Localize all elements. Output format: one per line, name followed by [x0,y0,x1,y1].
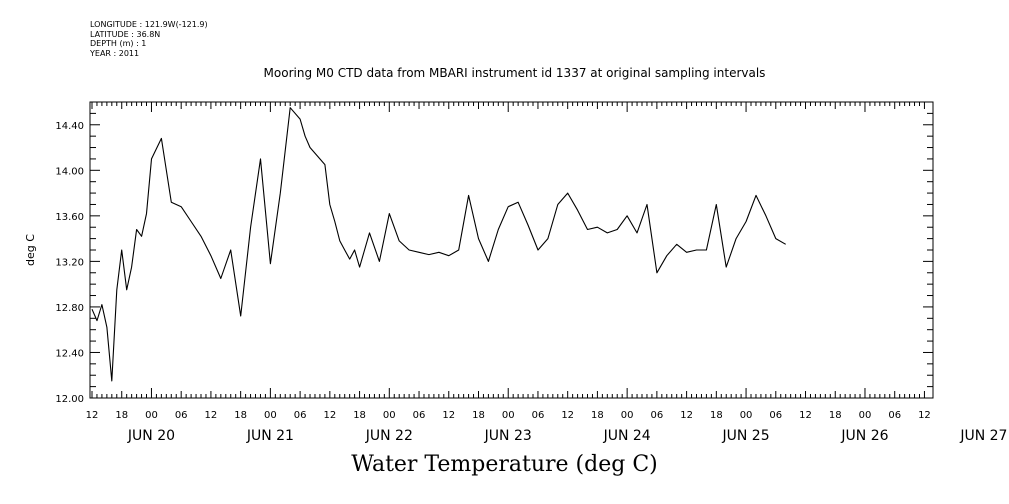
y-tick-labels: 12.00 12.40 12.80 13.20 13.60 14.00 14.40 [55,121,84,405]
x-day-label: JUN 26 [840,428,888,444]
x-hour-label: 06 [294,410,307,421]
y-tick-label: 14.40 [55,121,84,132]
chart-title: Mooring M0 CTD data from MBARI instrumen… [263,66,766,80]
x-hour-label: 18 [591,410,604,421]
y-tick-label: 14.00 [55,166,84,177]
x-day-label: JUN 23 [484,428,532,444]
x-hour-label: 00 [383,410,396,421]
x-hour-label: 06 [175,410,188,421]
depth-text: DEPTH (m) : 1 [90,39,147,48]
x-hour-label: 12 [918,410,931,421]
x-hour-label: 18 [829,410,842,421]
temperature-series-line [91,107,786,382]
x-hour-label: 12 [323,410,336,421]
plot-frame [89,101,934,399]
x-hour-label: 06 [769,410,782,421]
x-day-label: JUN 20 [127,428,175,444]
x-hour-label: 06 [532,410,545,421]
x-hour-label: 12 [442,410,455,421]
x-hour-label: 12 [205,410,218,421]
x-hour-label: 06 [888,410,901,421]
x-hour-label: 12 [86,410,99,421]
x-hour-label: 00 [859,410,872,421]
x-hour-label: 00 [621,410,634,421]
latitude-text: LATITUDE : 36.8N [90,29,161,39]
x-hour-label: 18 [353,410,366,421]
x-hour-label: 12 [561,410,574,421]
y-axis-label: deg C [24,234,37,266]
x-axis-title: Water Temperature (deg C) [351,452,658,477]
x-hour-label: 00 [502,410,515,421]
x-hour-label: 06 [651,410,664,421]
y-tick-label: 13.60 [55,212,84,223]
x-day-label: JUN 22 [365,428,413,444]
longitude-text: LONGITUDE : 121.9W(-121.9) [90,20,208,29]
x-hour-label: 12 [680,410,693,421]
x-day-label: JUN 25 [721,428,769,444]
x-hour-label: 00 [264,410,277,421]
y-tick-label: 12.00 [55,394,84,405]
x-tick-labels: 12 18 00 06 12 18 00 06 12 18 00 06 12 18 00 06 12 18 00 06… [86,410,1008,444]
x-day-label: JUN 21 [246,428,294,444]
temperature-line-chart: 12.00 12.40 12.80 13.20 13.60 14.00 14.40 12 18… [24,101,1008,444]
y-tick-label: 12.80 [55,303,84,314]
x-hour-label: 06 [413,410,426,421]
year-text: YEAR : 2011 [90,48,140,58]
x-hour-label: 00 [740,410,753,421]
y-tick-label: 12.40 [55,348,84,359]
y-tick-label: 13.20 [55,257,84,268]
x-hour-label: 18 [710,410,723,421]
x-hour-label: 18 [115,410,128,421]
x-day-label: JUN 24 [603,428,651,444]
axis-ticks [90,101,933,399]
x-hour-label: 18 [234,410,247,421]
x-hour-label: 00 [145,410,158,421]
x-day-label: JUN 27 [959,428,1007,444]
x-hour-label: 12 [799,410,812,421]
station-metadata: LONGITUDE : 121.9W(-121.9) LATITUDE : 36… [90,20,208,58]
series-group [91,107,786,382]
x-hour-label: 18 [472,410,485,421]
